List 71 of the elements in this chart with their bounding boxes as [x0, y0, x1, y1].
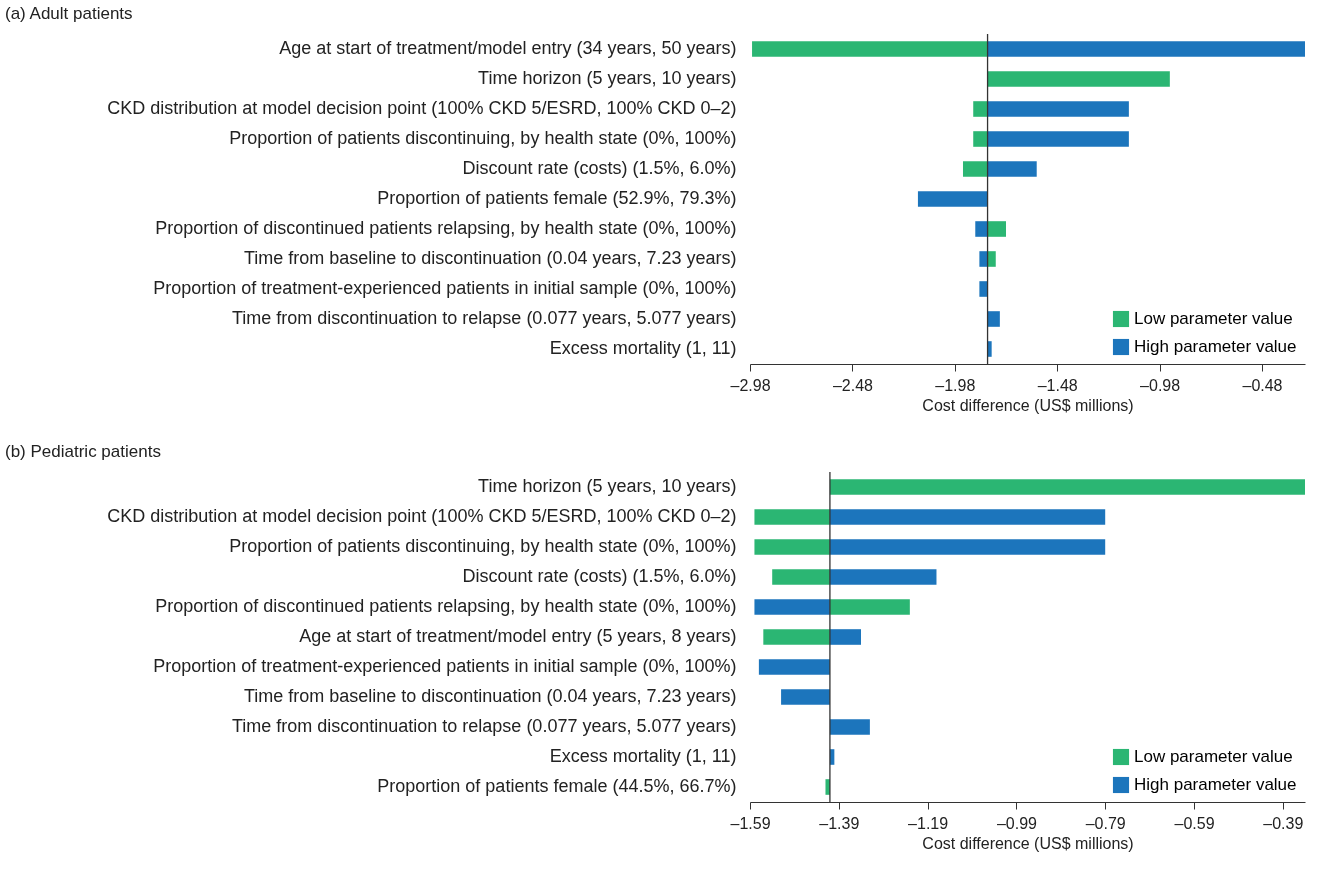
y-tick-label: Time from discontinuation to relapse (0.077 years, 5.077 years) — [231, 716, 737, 736]
legend-label: High parameter value — [1134, 337, 1297, 356]
x-tick-label: –0.48 — [1242, 376, 1283, 394]
text: (a) Adult patients — [5, 4, 133, 24]
bar — [754, 599, 830, 615]
bar — [829, 719, 870, 735]
y-tick-label: Discount rate (costs) (1.5%, 6.0%) — [462, 566, 737, 586]
bar — [987, 71, 1170, 87]
y-tick-label: Proportion of patients female (44.5%, 66.7%) — [377, 776, 737, 796]
bar — [754, 539, 830, 555]
y-tick-label: Proportion of patients discontinuing, by health state (0%, 100%) — [229, 128, 737, 148]
y-tick-label: Excess mortality (1, 11) — [549, 338, 737, 358]
x-tick-label: –1.48 — [1037, 376, 1078, 394]
x-tick-label: –0.79 — [1085, 814, 1126, 832]
y-tick-label: CKD distribution at model decision point (100% CKD 5/ESRD, 100% CKD 0–2) — [107, 506, 737, 526]
bar — [973, 101, 988, 117]
y-tick-label: Proportion of patients discontinuing, by health state (0%, 100%) — [229, 536, 737, 556]
x-axis-title: Cost difference (US$ millions) — [922, 396, 1134, 414]
bar — [987, 161, 1037, 177]
bar — [829, 599, 910, 615]
bar — [987, 41, 1305, 57]
y-tick-label: Time from baseline to discontinuation (0.04 years, 7.23 years) — [243, 248, 737, 268]
bar — [973, 131, 988, 147]
bar — [987, 131, 1129, 147]
x-tick-label: –0.59 — [1174, 814, 1215, 832]
x-tick-label: –1.39 — [819, 814, 860, 832]
y-tick-label: Time from discontinuation to relapse (0.077 years, 5.077 years) — [231, 308, 737, 328]
bar — [987, 221, 1006, 237]
bar — [772, 569, 830, 585]
y-tick-label: Discount rate (costs) (1.5%, 6.0%) — [462, 158, 737, 178]
y-tick-label: Proportion of discontinued patients relapsing, by health state (0%, 100%) — [155, 596, 737, 616]
bar — [781, 689, 830, 705]
bar — [829, 569, 937, 585]
x-tick-label: –0.99 — [996, 814, 1038, 832]
legend-label: High parameter value — [1134, 775, 1297, 794]
bar — [829, 539, 1106, 555]
bar — [917, 191, 988, 207]
y-tick-label: Age at start of treatment/model entry (5 years, 8 years) — [299, 626, 737, 646]
bar — [987, 251, 996, 267]
y-tick-label: Proportion of treatment-experienced patients in initial sample (0%, 100%) — [153, 278, 737, 298]
bar — [962, 161, 988, 177]
bar — [829, 629, 861, 645]
y-tick-label: Time from baseline to discontinuation (0.04 years, 7.23 years) — [243, 686, 737, 706]
y-tick-label: Time horizon (5 years, 10 years) — [478, 68, 737, 88]
bar — [829, 479, 1305, 495]
bar — [975, 221, 988, 237]
x-tick-label: –1.19 — [908, 814, 949, 832]
bar — [987, 311, 1000, 327]
legend-label: Low parameter value — [1134, 309, 1293, 328]
bar — [752, 41, 988, 57]
y-tick-label: Age at start of treatment/model entry (34 years, 50 years) — [279, 38, 737, 58]
bar — [829, 509, 1106, 525]
x-tick-label: –2.98 — [730, 376, 771, 394]
bar — [763, 629, 830, 645]
y-tick-label: Proportion of patients female (52.9%, 79.3%) — [377, 188, 737, 208]
x-tick-label: –0.39 — [1263, 814, 1304, 832]
legend-label: Low parameter value — [1134, 747, 1293, 766]
x-tick-label: –2.48 — [832, 376, 874, 394]
x-tick-label: –0.98 — [1140, 376, 1181, 394]
y-tick-label: Proportion of treatment-experienced patients in initial sample (0%, 100%) — [153, 656, 737, 676]
y-tick-label: Time horizon (5 years, 10 years) — [478, 476, 737, 496]
bar — [987, 101, 1129, 117]
text: (b) Pediatric patients — [5, 442, 161, 462]
x-tick-label: –1.59 — [730, 814, 771, 832]
y-tick-label: CKD distribution at model decision point (100% CKD 5/ESRD, 100% CKD 0–2) — [107, 98, 737, 118]
y-tick-label: Excess mortality (1, 11) — [549, 746, 737, 766]
bar — [754, 509, 830, 525]
x-tick-label: –1.98 — [935, 376, 976, 394]
y-tick-label: Proportion of discontinued patients relapsing, by health state (0%, 100%) — [155, 218, 737, 238]
bar — [758, 659, 830, 675]
x-axis-title: Cost difference (US$ millions) — [922, 834, 1134, 852]
